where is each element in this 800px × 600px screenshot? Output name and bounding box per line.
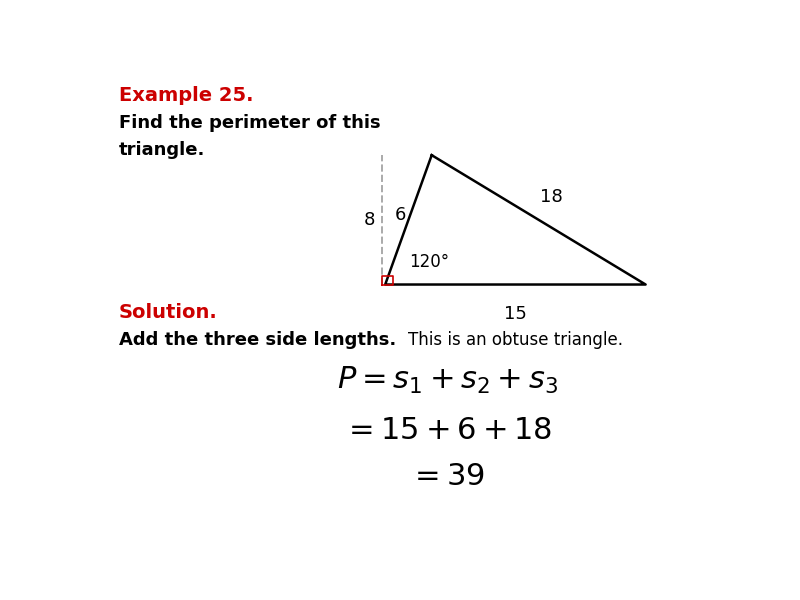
Text: 6: 6	[394, 206, 406, 224]
Text: This is an obtuse triangle.: This is an obtuse triangle.	[408, 331, 623, 349]
Text: $P = s_1 + s_2 + s_3$: $P = s_1 + s_2 + s_3$	[337, 365, 558, 397]
Text: Example 25.: Example 25.	[118, 86, 253, 105]
Text: 120°: 120°	[409, 253, 449, 271]
Text: Find the perimeter of this: Find the perimeter of this	[118, 113, 380, 131]
Text: 15: 15	[504, 305, 527, 323]
Text: triangle.: triangle.	[118, 141, 205, 159]
Text: $= 39$: $= 39$	[409, 463, 486, 491]
Text: Add the three side lengths.: Add the three side lengths.	[118, 331, 396, 349]
Text: 18: 18	[540, 188, 562, 206]
Text: 8: 8	[363, 211, 374, 229]
Text: $= 15 + 6 + 18$: $= 15 + 6 + 18$	[342, 416, 552, 445]
Text: Solution.: Solution.	[118, 303, 218, 322]
